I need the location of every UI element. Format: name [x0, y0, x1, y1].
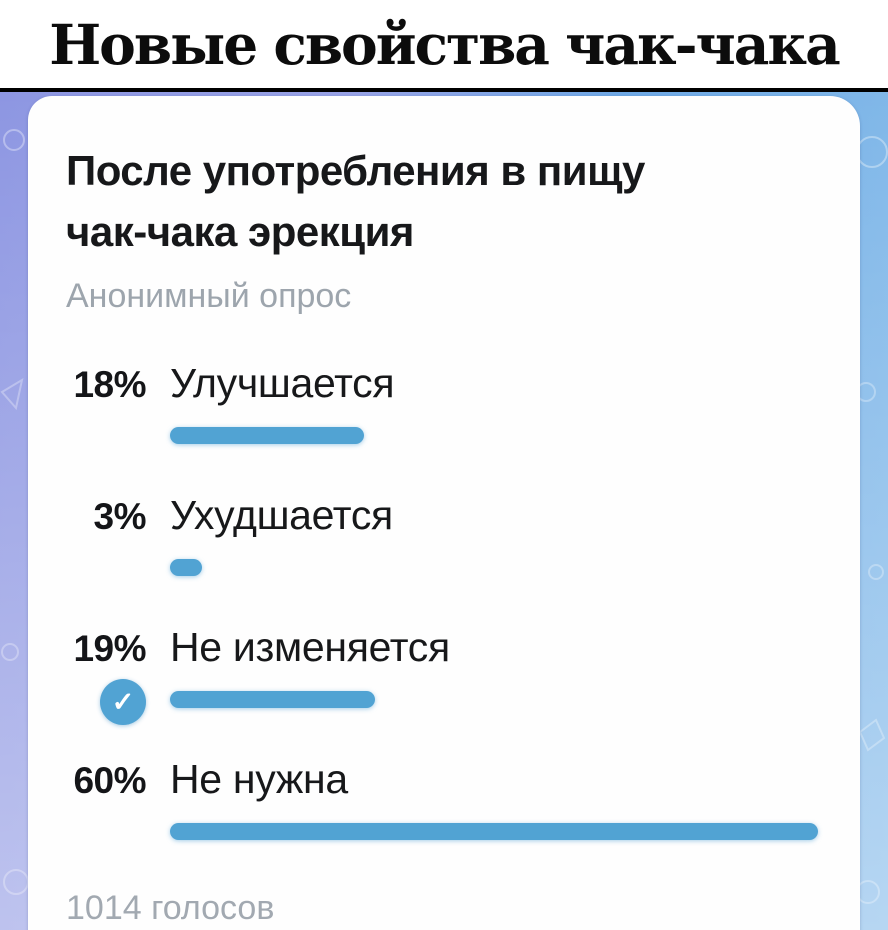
option-percent: 60%	[73, 760, 146, 801]
option-result-bar	[170, 823, 818, 840]
vote-checkmark-icon: ✓	[100, 679, 146, 725]
option-result-bar	[170, 691, 376, 708]
poll-type-label: Анонимный опрос	[66, 277, 352, 315]
poll-option[interactable]: 3% Ухудшается	[66, 492, 830, 594]
option-percent: 19%	[73, 628, 146, 669]
meme-title: Новые свойства чак-чака	[49, 11, 841, 77]
option-label: Не нужна	[170, 756, 348, 802]
option-label: Улучшается	[170, 360, 395, 406]
option-percent: 18%	[73, 364, 146, 405]
option-result-bar	[170, 559, 203, 576]
poll-option[interactable]: 60% Не нужна	[66, 756, 830, 858]
poll-votes-count: 1014 голосов	[66, 889, 275, 927]
title-divider-line	[0, 88, 888, 92]
poll-question: После употребления в пищу чак-чака эрекц…	[66, 147, 645, 255]
poll-options-list: 18% Улучшается 3% Ухудшается	[66, 360, 830, 858]
poll-option[interactable]: 18% Улучшается	[66, 360, 830, 462]
chat-wallpaper: После употребления в пищу чак-чака эрекц…	[0, 92, 888, 930]
option-label: Не изменяется	[170, 624, 450, 670]
poll-option[interactable]: 19% Не изменяется ✓	[66, 624, 830, 726]
poll-message-bubble: После употребления в пищу чак-чака эрекц…	[28, 96, 860, 930]
option-result-bar	[170, 427, 365, 444]
option-label: Ухудшается	[170, 492, 393, 538]
option-percent: 3%	[93, 496, 147, 537]
meme-title-bar: Новые свойства чак-чака	[0, 0, 888, 88]
